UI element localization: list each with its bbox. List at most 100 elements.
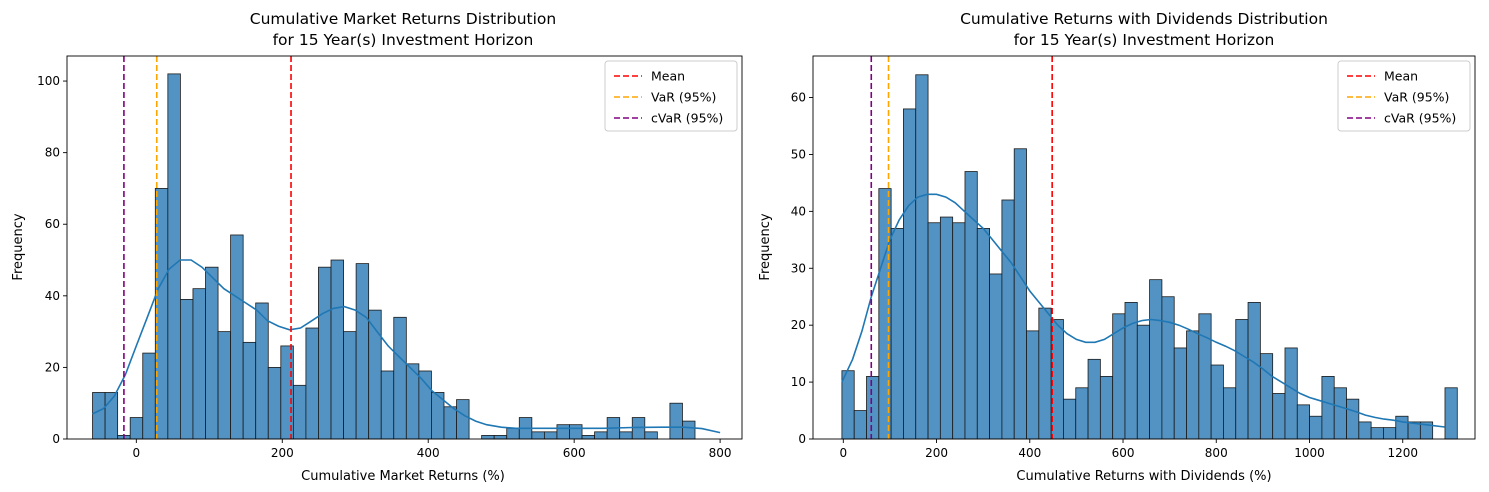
histogram-bar	[853, 410, 867, 440]
histogram-bar	[1370, 427, 1384, 440]
histogram-bar	[1026, 330, 1040, 440]
x-tick-label: 400	[417, 446, 440, 460]
histogram-bar	[841, 370, 855, 440]
histogram-bar	[393, 316, 407, 440]
histogram-bar	[976, 228, 990, 440]
kde-curve	[92, 259, 721, 434]
histogram-bar	[481, 435, 495, 440]
histogram-bar	[682, 420, 696, 440]
y-tick-label: 60	[791, 91, 806, 105]
histogram-bar	[866, 375, 880, 440]
histogram-bar	[1050, 319, 1064, 440]
histogram-bar	[952, 222, 966, 440]
y-tick-label: 60	[45, 217, 60, 231]
histogram-bar	[1235, 319, 1249, 440]
histogram-bar	[1223, 387, 1237, 440]
x-tick-label: 400	[1018, 446, 1041, 460]
histogram-bar	[330, 259, 344, 440]
histogram-bar	[1075, 387, 1089, 440]
y-axis-label: Frequency	[758, 213, 773, 280]
histogram-bar	[927, 222, 941, 440]
y-axis-label: Frequency	[11, 213, 26, 280]
histogram-bar	[493, 435, 508, 440]
chart-title-line1: Cumulative Returns with Dividends Distri…	[960, 10, 1328, 28]
histogram-bar	[989, 273, 1003, 440]
legend-label: Mean	[651, 69, 685, 84]
histogram-bar	[964, 171, 978, 440]
x-tick-label: 0	[133, 446, 141, 460]
y-tick-label: 20	[791, 318, 806, 332]
histogram-bar	[1383, 427, 1397, 440]
x-axis-label: Cumulative Market Returns (%)	[301, 469, 505, 484]
market-returns-chart: Cumulative Market Returns Distribution f…	[11, 10, 743, 484]
x-tick-label: 600	[1112, 446, 1135, 460]
histogram-bar	[1247, 302, 1261, 440]
histogram-bar	[1284, 347, 1298, 440]
y-tick-label: 20	[45, 360, 60, 374]
chart-title-line2: for 15 Year(s) Investment Horizon	[1014, 31, 1275, 49]
histogram-bar	[267, 367, 282, 440]
plot-area: 0 200 400 600 800 1000 1200 0 10 20 30 40 50 60	[791, 55, 1476, 460]
histogram-bar	[1309, 415, 1323, 440]
histogram-bar	[1358, 421, 1372, 440]
legend: Mean VaR (95%) cVaR (95%)	[1337, 60, 1471, 132]
histogram-bar	[594, 431, 608, 440]
histogram-bar	[1161, 296, 1175, 440]
dividend-returns-chart: Cumulative Returns with Dividends Distri…	[758, 10, 1476, 484]
histogram-bar	[355, 263, 370, 440]
y-tick-label: 30	[791, 261, 806, 275]
histogram-bar	[1395, 415, 1409, 440]
histogram-bar	[418, 370, 432, 440]
x-tick-label: 200	[271, 446, 294, 460]
histogram-bar	[1186, 330, 1200, 440]
legend-label: VaR (95%)	[651, 90, 716, 105]
histogram-bar	[192, 288, 206, 440]
chart-title-line2: for 15 Year(s) Investment Horizon	[273, 31, 534, 49]
histogram-bar	[939, 216, 954, 440]
histogram-bar	[890, 228, 904, 440]
histogram-bar	[1272, 393, 1286, 440]
histogram-bar	[506, 427, 520, 440]
histogram-bar	[318, 266, 332, 440]
y-tick-label: 40	[45, 289, 60, 303]
legend-label: cVaR (95%)	[1384, 111, 1456, 126]
plot-area: 0 200 400 600 800 0 20 40 60 80 100	[37, 55, 743, 460]
histogram-bar	[1321, 375, 1335, 440]
y-tick-label: 0	[798, 432, 806, 446]
histogram-bar	[255, 302, 269, 440]
chart-title-line1: Cumulative Market Returns Distribution	[250, 10, 556, 28]
x-tick-label: 0	[839, 446, 847, 460]
histogram-bar	[903, 108, 917, 440]
histogram-bar	[129, 417, 144, 440]
legend-label: Mean	[1384, 69, 1418, 84]
x-tick-label: 1000	[1294, 446, 1325, 460]
x-axis-label: Cumulative Returns with Dividends (%)	[1016, 469, 1271, 484]
histogram-bar	[1346, 398, 1360, 440]
histogram-bar	[242, 341, 257, 440]
histogram-bar	[543, 431, 558, 440]
x-tick-label: 600	[563, 446, 586, 460]
histogram-bar	[556, 424, 570, 440]
legend-label: cVaR (95%)	[651, 111, 723, 126]
y-tick-label: 50	[791, 147, 806, 161]
histogram-bar	[1444, 387, 1458, 440]
histogram-bar	[305, 327, 319, 440]
legend-box	[604, 60, 738, 132]
y-tick-label: 80	[45, 146, 60, 160]
histogram-bar	[167, 73, 181, 440]
histogram-bar	[92, 392, 106, 440]
histogram-bar	[644, 431, 658, 440]
histogram-bar	[1259, 353, 1274, 440]
histogram-bar	[1038, 307, 1052, 440]
histogram-bar	[1198, 313, 1212, 440]
histogram-bar	[142, 352, 156, 440]
histogram-bar	[443, 406, 457, 440]
histogram-bar	[669, 402, 683, 440]
x-tick-label: 800	[709, 446, 732, 460]
histogram-bar	[1001, 199, 1015, 440]
axes-frame	[66, 55, 743, 440]
histogram-bar	[1087, 358, 1101, 440]
legend-label: VaR (95%)	[1384, 90, 1449, 105]
legend: Mean VaR (95%) cVaR (95%)	[604, 60, 738, 132]
